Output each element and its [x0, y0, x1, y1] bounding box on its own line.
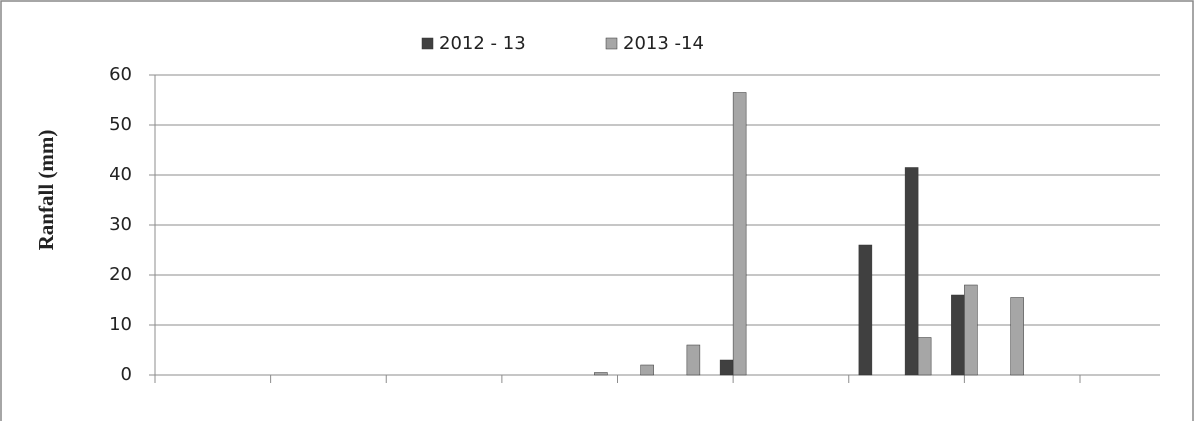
y-tick-label: 50	[109, 114, 132, 135]
bar	[964, 284, 978, 376]
bar	[1010, 297, 1024, 376]
y-tick-label: 30	[109, 214, 132, 235]
y-tick-label: 10	[109, 314, 132, 335]
y-tick-label: 40	[109, 164, 132, 185]
bar	[686, 344, 701, 376]
bar	[732, 92, 747, 376]
y-tick-label: 20	[109, 264, 132, 285]
y-tick-label: 0	[121, 364, 132, 385]
bar	[858, 244, 873, 376]
bar	[640, 364, 654, 376]
y-axis-label: Ranfall (mm)	[34, 130, 58, 251]
bar	[951, 294, 965, 376]
bar	[719, 359, 734, 376]
y-tick-label: 60	[109, 64, 132, 85]
bar	[917, 337, 932, 376]
bar	[904, 167, 919, 376]
bar	[594, 372, 608, 376]
legend-swatch	[421, 37, 434, 50]
legend-label: 2013 -14	[623, 33, 704, 54]
legend-label: 2012 - 13	[439, 33, 526, 54]
legend-swatch	[605, 37, 618, 50]
